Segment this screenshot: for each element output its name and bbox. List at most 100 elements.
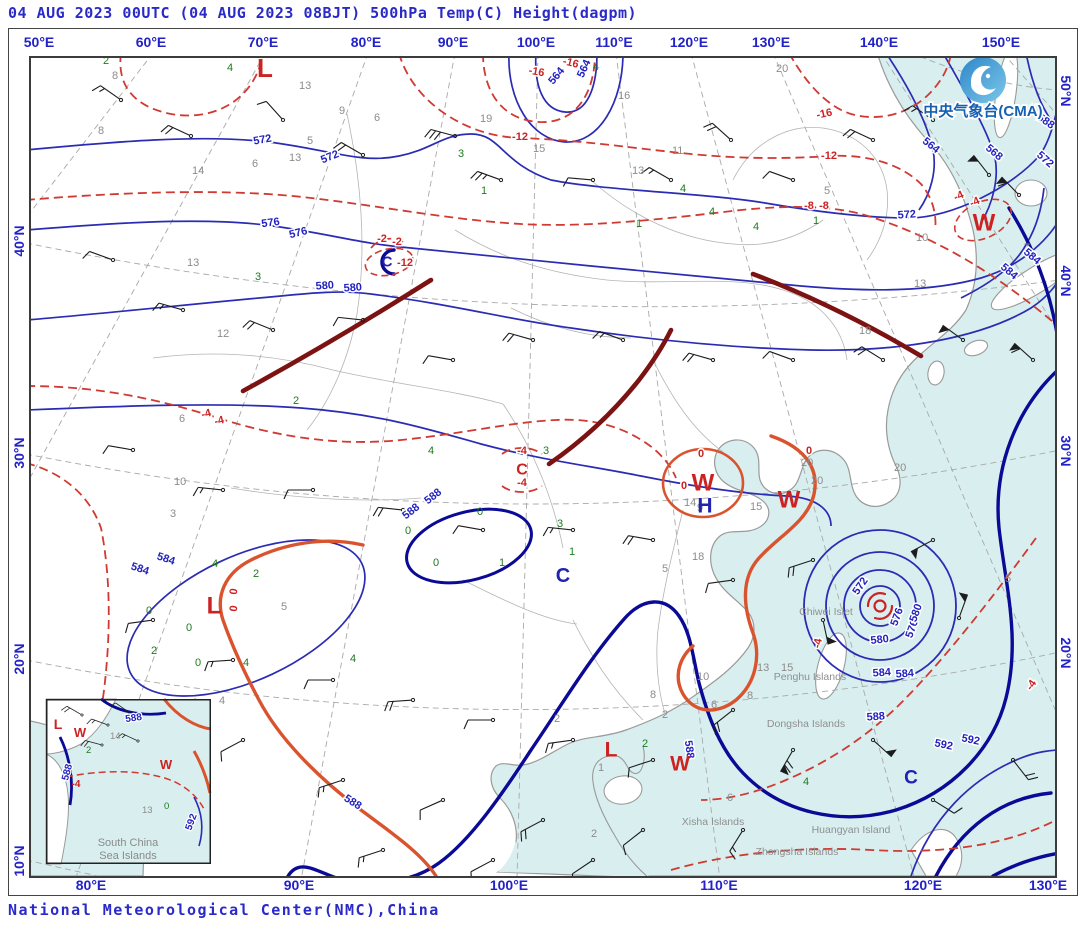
typhoon-height-ring [825,551,935,661]
wind-barb [820,617,837,645]
inset-station-value: 2 [86,745,91,756]
station-value: 0 [146,605,152,617]
station-value: 3 [458,148,464,160]
temp-value-label: 0 [806,445,812,457]
map-frame: 2443144114323400013140020424442881313965… [8,28,1078,896]
wind-barb [592,330,626,343]
lon-label-bottom: 100°E [489,877,529,893]
meridian-line [691,58,915,876]
station-value: 5 [307,135,313,147]
wind-barb [61,705,84,717]
wind-barb [1010,757,1039,781]
wind-barb [419,797,446,821]
wind-barb [502,332,536,343]
wind-barb [91,85,124,103]
map-canvas: 2443144114323400013140020424442881313965… [29,56,1057,878]
lat-label-left: 20°N [11,643,27,675]
station-value: 0 [186,622,192,634]
wind-barb [152,302,186,313]
wind-barb [102,445,136,455]
meridian-line [1006,58,1055,113]
station-value: 6 [252,158,258,170]
height-value-label: 588 [422,486,444,507]
temp-contour [670,819,1055,871]
typhoon-height-ring [803,529,957,683]
meridian-line [31,58,150,213]
station-value: 14 [192,165,204,177]
temp-contour [700,537,1037,801]
station-value: 20 [811,475,823,487]
lon-label-top: 130°E [751,34,791,50]
station-value: 1 [598,762,604,774]
cma-logo: 中央气象台(CMA) [922,58,1044,122]
temp-value-label: -16 [815,107,833,122]
wind-barb [86,718,110,727]
trough-line [240,277,434,394]
temp-value-label: -8 [804,200,814,212]
weather-map-svg: 2443144114323400013140020424442881313965… [31,58,1055,876]
marker-c: C [516,462,528,479]
station-value: 13 [757,662,769,674]
province-border [656,509,684,715]
station-value: 9 [697,502,703,514]
wind-barb [125,617,156,634]
lon-label-top: 70°E [247,34,279,50]
height-contour [508,58,624,143]
height-value-label: 592 [933,737,953,753]
height-contour-588-thick [934,791,1053,876]
temp-contour [31,191,1055,325]
temp-contour [119,58,263,117]
station-value: 10 [697,671,709,683]
island-shape [1014,179,1048,207]
temp-value-label: -4 [517,477,528,489]
wind-barb [160,124,194,139]
height-contour-588-closed [405,507,533,585]
chart-footer: National Meteorological Center(NMC),Chin… [8,901,440,919]
station-value: 1 [569,546,575,558]
province-border [462,579,578,625]
province-border [152,353,504,405]
marker-h: H [697,495,712,518]
station-value: 1 [813,215,819,227]
height-contour-588-thick [380,248,396,276]
station-value: 6 [374,112,380,124]
wind-barb [853,346,886,363]
lat-label-right: 50°N [1058,75,1074,107]
wind-barb [192,486,226,497]
wind-barb [204,657,236,672]
station-value: 10 [174,476,186,488]
station-values-layer: 2443144114323400013140020424442881313965… [98,58,1030,840]
typhoon-symbol-icon [866,592,894,620]
island-shape [963,339,989,357]
province-border [454,229,848,361]
wind-barb [422,355,456,365]
wind-barb [903,105,936,123]
height-value-label: 588 [400,501,422,522]
wind-barb [542,526,576,537]
zero-isotherm-line [676,434,817,712]
lon-label-top: 110°E [595,34,633,50]
wind-barb [712,707,736,736]
height-value-label: 576 [288,225,309,241]
station-value: 19 [480,113,492,125]
temp-value-label: -16 [528,65,546,80]
station-value: 8 [112,70,118,82]
marker-l: L [207,593,222,620]
island-label: Chiwei Islet [799,606,853,618]
inset-title-line2: Sea Islands [99,850,157,862]
station-value: 13 [289,152,301,164]
inset-marker-l: L [54,716,63,732]
wind-barb [220,737,246,762]
zero-isotherm-line [218,539,438,876]
station-value: 0 [433,557,439,569]
marker-c: C [556,565,570,587]
island-label: Dongsha Islands [767,718,845,730]
temperature-contours-layer [31,58,1055,876]
height-contour-588-thick [286,370,1055,876]
parallel-line [31,652,1055,711]
meridian-line [516,58,539,876]
station-value: 15 [781,662,793,674]
